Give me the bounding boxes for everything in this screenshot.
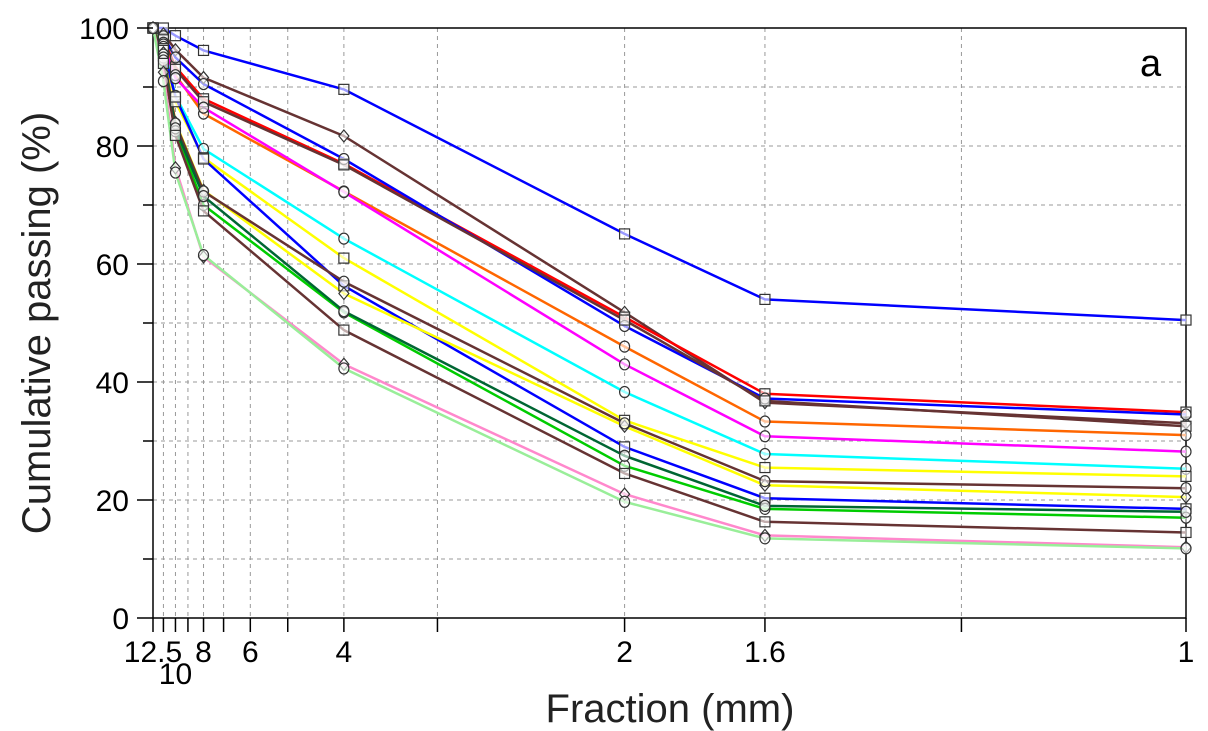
data-point [759,532,771,545]
series-line [152,27,1187,416]
series-line [153,26,1187,322]
data-point [1180,470,1192,482]
data-point [338,159,350,171]
data-point [759,516,771,528]
data-point [338,275,350,288]
data-point [338,129,350,143]
x-tick-label: 6 [242,636,259,669]
series-line [152,27,1187,428]
data-point [338,185,350,199]
data-point [618,467,631,480]
data-point [618,449,631,462]
panel-label: a [1140,43,1162,85]
data-point [169,72,182,85]
data-point [338,286,350,301]
data-point [338,232,350,245]
x-tick-label: 10 [159,658,192,691]
y-tick-label: 80 [96,131,129,164]
data-point [169,129,182,141]
series-line [151,27,1187,490]
data-point [1180,429,1192,442]
data-point [618,385,631,399]
data-point [169,91,182,103]
x-tick-label: 8 [195,636,212,669]
y-tick-label: 0 [112,603,129,636]
series-line [151,27,1187,514]
data-point [618,340,631,353]
y-tick-label: 100 [79,13,129,46]
data-point [759,430,771,443]
data-point [759,447,771,461]
data-point [1180,445,1192,458]
data-point [197,44,210,57]
series-line [152,27,1187,414]
x-tick-label: 2 [616,636,633,669]
data-point [1180,505,1192,518]
data-point [759,293,771,305]
y-axis-ticks: 0 20 40 60 80 100 [79,13,153,636]
series-line [151,27,1187,550]
y-tick-label: 60 [96,249,129,282]
series-markers [147,21,1192,555]
data-point [157,74,170,88]
data-point [197,190,210,203]
data-point [338,305,350,318]
data-point [338,324,350,336]
data-point [1180,314,1192,326]
data-point [169,30,182,42]
data-point [338,252,350,264]
series-line [151,27,1187,499]
data-point [1180,490,1192,504]
x-tick-label: 1.6 [744,636,786,669]
series-line [151,27,1187,470]
data-point [1180,526,1192,539]
data-point [618,314,631,326]
data-point [197,77,210,91]
data-point [338,83,350,95]
data-point [1180,408,1192,421]
data-point [618,358,631,371]
data-point [338,362,350,375]
y-tick-label: 40 [96,367,129,400]
data-point [759,499,771,512]
x-tick-label: 1 [1178,636,1195,669]
data-point [197,249,210,262]
y-axis-title: Cumulative passing (%) [15,112,59,534]
data-point [197,205,210,217]
data-point [618,495,631,508]
data-point [1180,542,1192,555]
data-point [169,51,182,64]
y-tick-label: 20 [96,485,129,518]
data-point [197,153,210,165]
data-point [169,166,182,179]
x-axis-title: Fraction (mm) [546,687,795,731]
data-point [759,415,771,428]
series-line [151,27,1187,549]
series-lines [151,26,1187,550]
data-point [618,228,631,240]
data-point [759,475,771,488]
data-point [1180,482,1192,495]
data-point [759,461,771,474]
data-point [197,101,210,114]
x-tick-label: 12.5 [124,636,182,669]
data-point [759,395,771,407]
data-point [618,417,631,430]
x-tick-label: 4 [336,636,353,669]
series-line [151,27,1187,453]
